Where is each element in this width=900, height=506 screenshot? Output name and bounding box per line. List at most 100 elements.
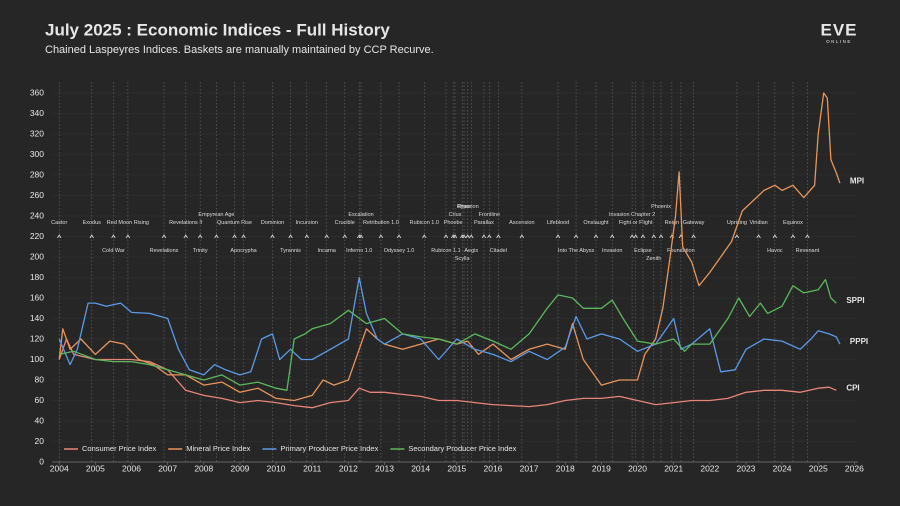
annotation-marker xyxy=(461,234,467,239)
y-tick-label: 260 xyxy=(30,190,44,200)
annotation-marker xyxy=(610,234,615,239)
x-tick-label: 2005 xyxy=(86,463,105,473)
annotation-label: Fight or Flight xyxy=(619,220,653,226)
annotation-marker xyxy=(89,234,94,239)
annotation-marker xyxy=(469,234,474,239)
annotation-marker xyxy=(198,234,203,239)
annotation-label: Revenant xyxy=(796,248,820,254)
annotation-label: Havoc xyxy=(767,248,783,254)
annotation-label: Hyperion xyxy=(457,204,479,210)
annotation-label: Phoebe xyxy=(444,220,463,226)
annotation-marker xyxy=(519,234,525,239)
annotation-label: Quantum Rise xyxy=(217,220,252,226)
logo-tagline: ONLINE xyxy=(826,39,852,44)
annotation-marker xyxy=(214,234,219,239)
annotation-label: Uprising xyxy=(727,220,747,226)
annotation-label: Rubicon 1.0 xyxy=(410,220,439,226)
x-tick-label: 2025 xyxy=(809,463,828,473)
annotation-label: Eclipse xyxy=(634,248,652,254)
x-tick-label: 2014 xyxy=(411,463,430,473)
chart-subtitle: Chained Laspeyres Indices. Baskets are m… xyxy=(45,44,434,56)
x-tick-label: 2021 xyxy=(664,463,683,473)
x-tick-label: 2008 xyxy=(194,463,213,473)
y-tick-label: 320 xyxy=(30,128,44,138)
legend-label: Secondary Producer Price Index xyxy=(408,444,516,453)
annotation-marker xyxy=(640,234,646,239)
annotation-marker xyxy=(555,234,561,239)
y-tick-label: 80 xyxy=(35,374,45,384)
annotation-label: Rhea xyxy=(457,204,471,210)
x-tick-label: 2018 xyxy=(556,463,575,473)
annotation-marker xyxy=(288,234,293,239)
annotation-label: Tyrannis xyxy=(280,248,301,254)
x-tick-label: 2026 xyxy=(845,463,864,473)
series-line xyxy=(59,278,837,391)
y-tick-label: 60 xyxy=(35,395,45,405)
annotation-label: Into The Abyss xyxy=(558,248,595,254)
logo: EVE xyxy=(820,20,857,39)
annotation-label: Frontline xyxy=(479,212,500,218)
annotation-label: Foundation xyxy=(667,248,695,254)
annotation-label: Zenith xyxy=(646,256,661,262)
y-tick-label: 300 xyxy=(30,149,44,159)
x-tick-label: 2011 xyxy=(303,463,322,473)
annotation-label: Red Moon Rising xyxy=(107,220,149,226)
annotation-marker xyxy=(487,234,492,239)
annotation-label: Citadel xyxy=(490,248,507,254)
annotation-marker xyxy=(629,234,635,239)
annotation-marker xyxy=(573,234,579,239)
annotation-marker xyxy=(111,234,116,239)
annotation-marker xyxy=(658,234,664,239)
annotation-marker xyxy=(452,234,458,239)
annotation-label: Exodus xyxy=(83,220,102,226)
annotation-label: Phoenix xyxy=(651,204,671,210)
annotation-marker xyxy=(734,234,740,239)
y-tick-label: 180 xyxy=(30,272,44,282)
annotation-label: Incarna xyxy=(318,248,337,254)
x-tick-label: 2020 xyxy=(628,463,647,473)
annotation-label: Parallax xyxy=(474,220,494,226)
annotation-label: Reign xyxy=(665,220,679,226)
annotation-label: Retribution 1.0 xyxy=(363,220,399,226)
annotation-marker xyxy=(342,234,347,239)
annotation-label: Invasion Chapter 2 xyxy=(609,212,655,218)
annotation-marker xyxy=(270,234,275,239)
y-tick-label: 0 xyxy=(39,456,44,466)
y-tick-label: 200 xyxy=(30,251,44,261)
annotation-label: Revelations xyxy=(150,248,179,254)
annotation-label: Viridian xyxy=(749,220,767,226)
y-tick-label: 120 xyxy=(30,333,44,343)
annotation-label: Empyrean Age xyxy=(198,212,234,218)
x-tick-label: 2024 xyxy=(773,463,792,473)
y-tick-label: 160 xyxy=(30,292,44,302)
annotation-marker xyxy=(691,234,696,239)
annotation-marker xyxy=(460,234,465,239)
annotation-marker xyxy=(443,234,449,239)
annotation-marker xyxy=(357,234,362,239)
annotation-marker xyxy=(593,234,599,239)
annotation-marker xyxy=(396,234,402,239)
annotation-marker xyxy=(422,234,427,239)
annotation-marker xyxy=(481,234,487,239)
annotation-label: Lifeblood xyxy=(547,220,569,226)
annotation-label: Dominion xyxy=(261,220,284,226)
annotation-marker xyxy=(496,234,501,239)
series-line xyxy=(58,338,837,409)
annotation-label: Scylla xyxy=(455,256,471,262)
annotation-marker xyxy=(465,234,470,239)
x-tick-label: 2012 xyxy=(339,463,358,473)
y-tick-label: 360 xyxy=(30,87,44,97)
annotation-label: Invasion xyxy=(602,248,623,254)
x-tick-label: 2013 xyxy=(375,463,394,473)
y-tick-label: 140 xyxy=(30,313,44,323)
annotation-marker xyxy=(241,234,246,239)
y-tick-label: 280 xyxy=(30,169,44,179)
x-tick-label: 2023 xyxy=(736,463,755,473)
annotation-label: Trinity xyxy=(193,248,208,254)
x-tick-label: 2006 xyxy=(122,463,141,473)
x-tick-label: 2009 xyxy=(230,463,249,473)
annotation-marker xyxy=(324,234,329,239)
annotation-marker xyxy=(772,234,778,239)
annotation-label: Inferno 1.0 xyxy=(346,248,372,254)
